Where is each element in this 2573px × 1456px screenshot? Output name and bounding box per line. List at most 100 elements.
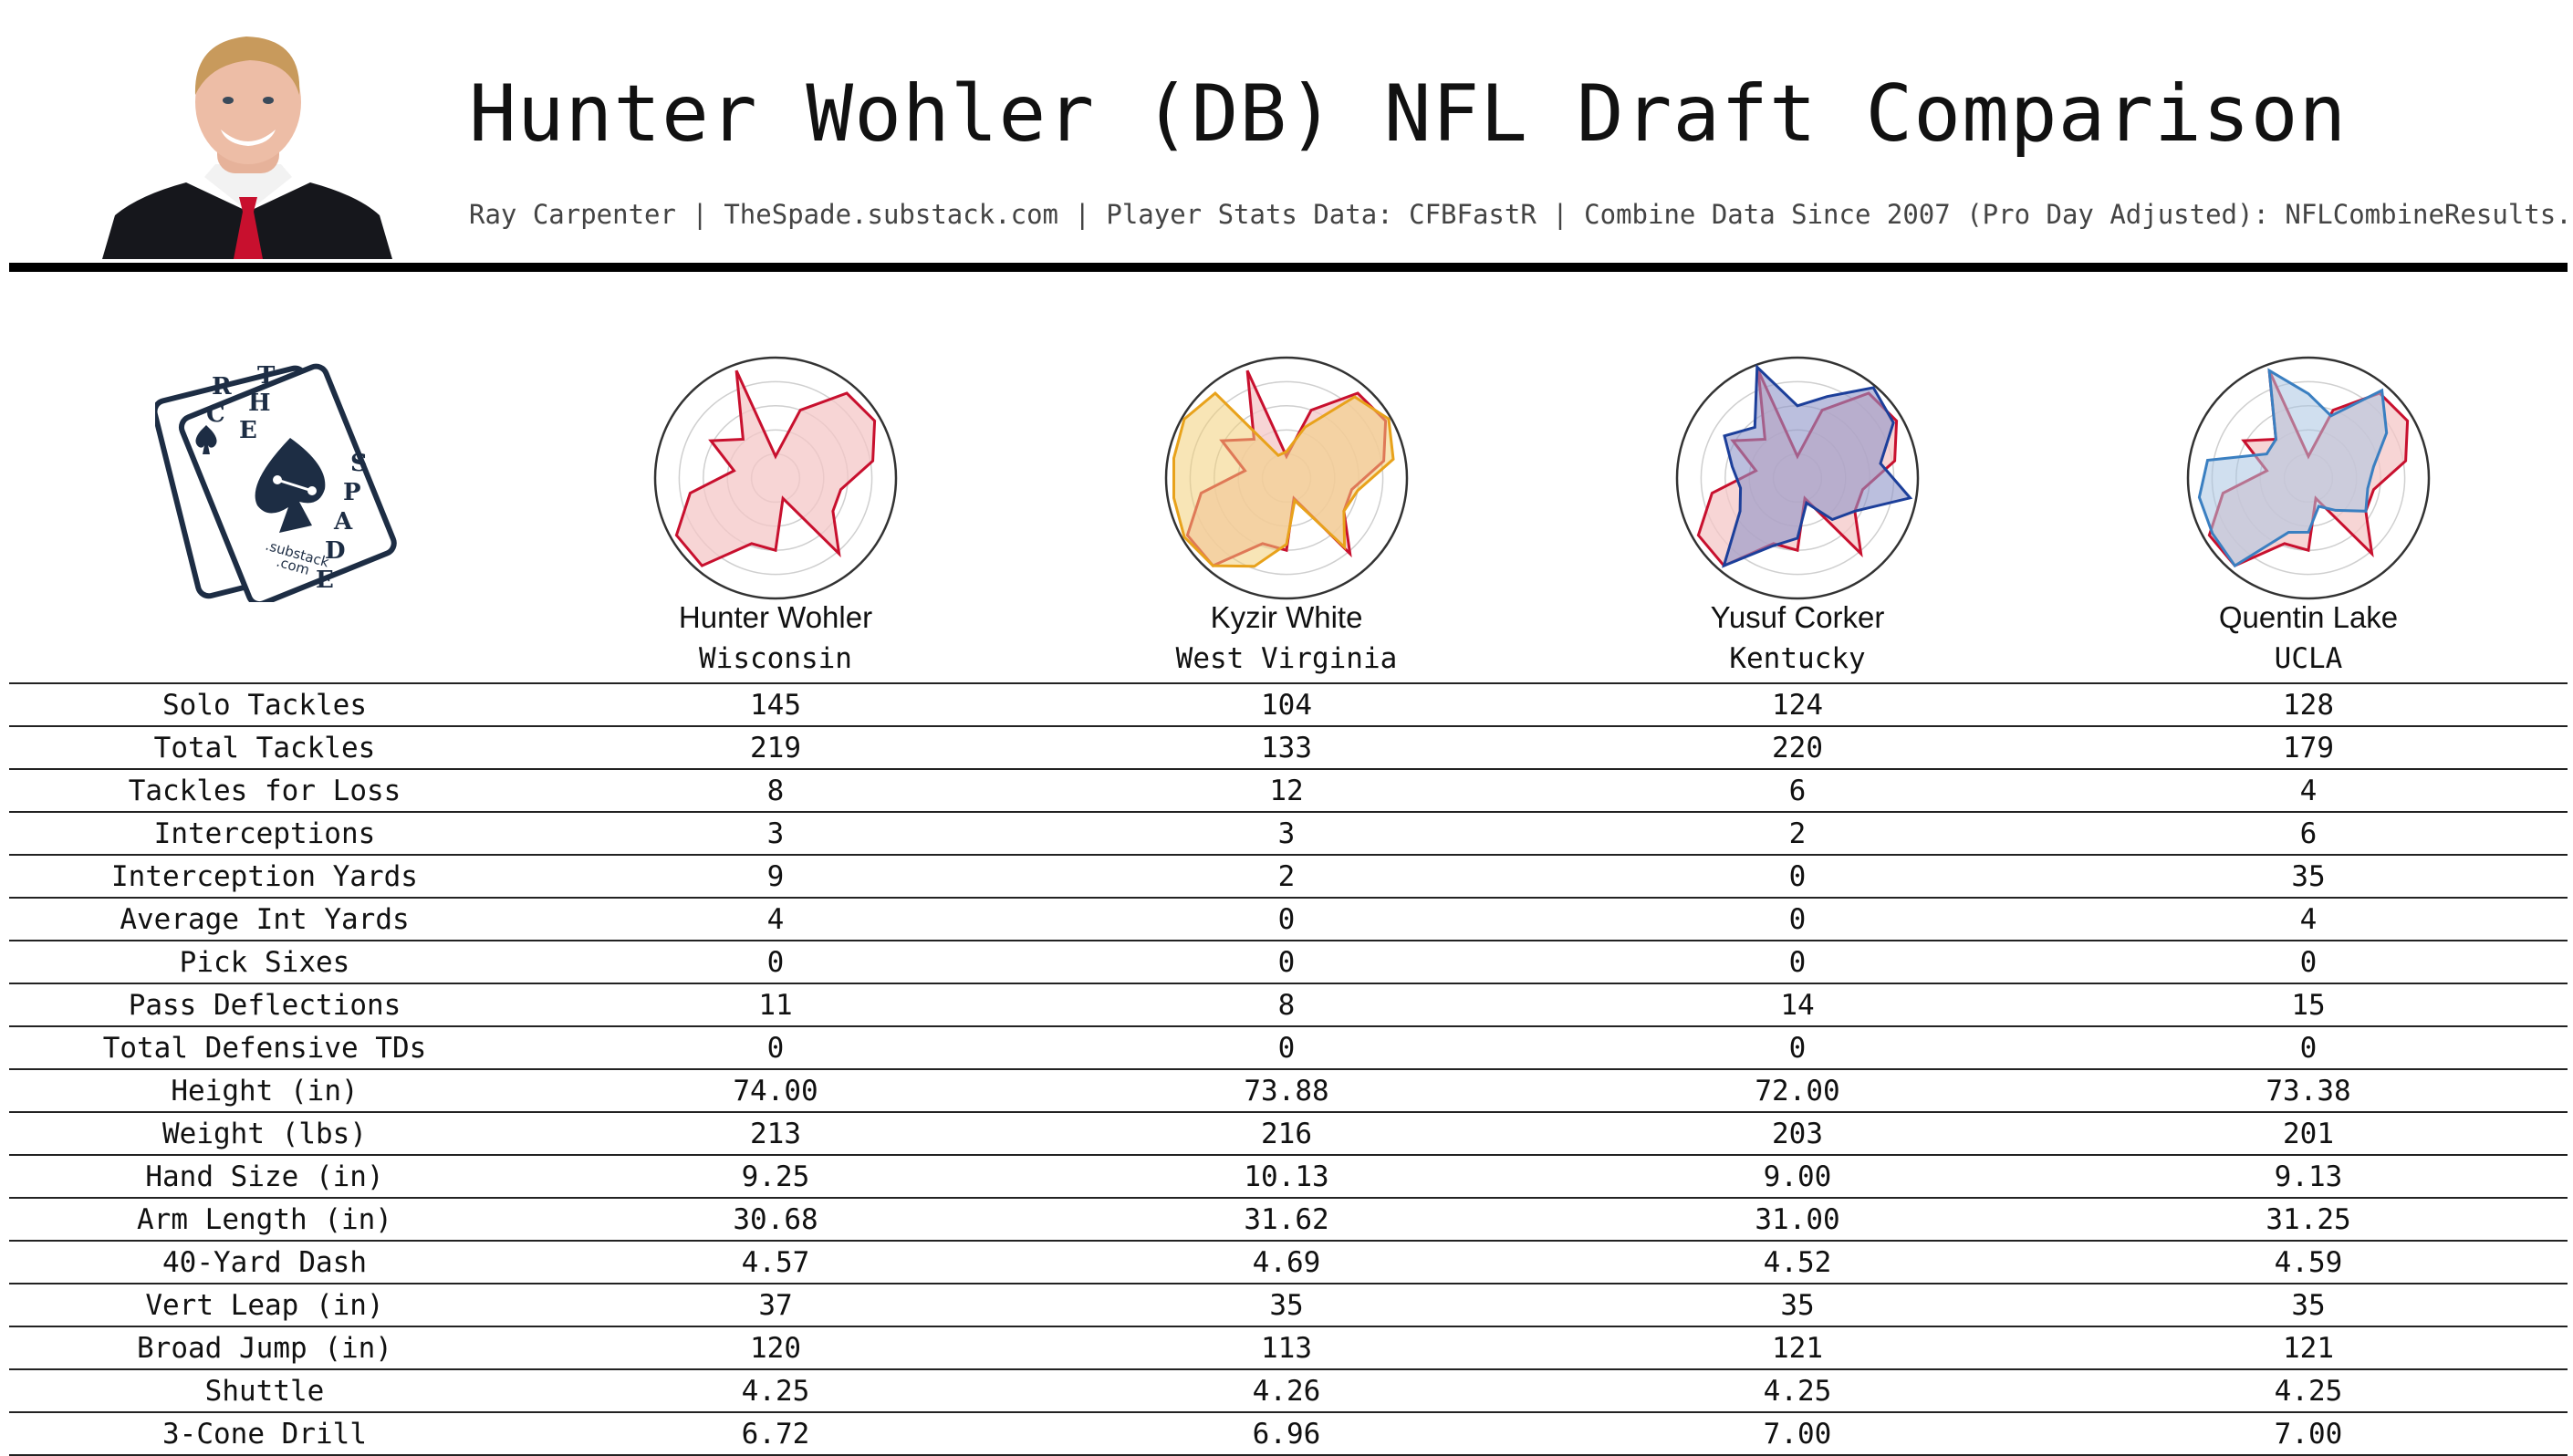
- radar-gridline: [678, 380, 873, 576]
- stat-label: Average Int Yards: [120, 903, 410, 936]
- stat-value: 120: [750, 1332, 801, 1365]
- stat-value: 0: [1277, 1032, 1296, 1065]
- stat-value: 3: [766, 817, 785, 850]
- radar-gridline: [2186, 356, 2431, 600]
- radar-gridline: [1261, 452, 1312, 504]
- stat-label: Pick Sixes: [179, 946, 350, 979]
- stat-value: 6.96: [1252, 1418, 1321, 1451]
- stat-value: 219: [750, 732, 801, 764]
- stat-value: 0: [1277, 903, 1296, 936]
- stat-value: 0: [766, 1032, 785, 1065]
- stat-value: 4.52: [1763, 1246, 1832, 1279]
- stat-label: Weight (lbs): [162, 1118, 367, 1150]
- radar-comparison-series: [2197, 368, 2389, 568]
- player-photo: [102, 36, 392, 259]
- stat-value: 3: [1277, 817, 1296, 850]
- radar-gridline: [2211, 380, 2406, 576]
- stat-value: 10.13: [1244, 1160, 1329, 1193]
- stat-label: Arm Length (in): [137, 1203, 392, 1236]
- radar-gridline: [2235, 405, 2381, 551]
- stat-value: 73.38: [2266, 1075, 2351, 1108]
- stat-value: 213: [750, 1118, 801, 1150]
- logo-letter: H: [248, 390, 271, 417]
- table-row: Arm Length (in) 30.68 31.62 31.00 31.25: [9, 1197, 2568, 1240]
- stat-value: 203: [1772, 1118, 1823, 1150]
- table-row: Broad Jump (in) 120 113 121 121: [9, 1326, 2568, 1368]
- radar-comparison-series: [1722, 364, 1913, 568]
- radar-gridline: [1189, 380, 1384, 576]
- stat-value: 12: [1269, 775, 1304, 807]
- stat-value: 104: [1261, 689, 1312, 722]
- table-row: Vert Leap (in) 37 35 35 35: [9, 1283, 2568, 1326]
- radar-gridline: [1700, 380, 1895, 576]
- stat-value: 0: [1788, 903, 1807, 936]
- stat-value: 4.25: [2274, 1375, 2343, 1408]
- stat-label: Interception Yards: [111, 860, 418, 893]
- table-row: Tackles for Loss 8 12 6 4: [9, 768, 2568, 811]
- table-row: Hand Size (in) 9.25 10.13 9.00 9.13: [9, 1154, 2568, 1197]
- header-divider: [9, 263, 2568, 272]
- player-school-3: Kentucky: [1729, 642, 1866, 675]
- stat-value: 31.25: [2266, 1203, 2351, 1236]
- radar-gridline: [750, 452, 801, 504]
- stat-value: 6: [1788, 775, 1807, 807]
- stat-value: 0: [1788, 860, 1807, 893]
- stat-value: 128: [2283, 689, 2334, 722]
- stat-label: Hand Size (in): [145, 1160, 384, 1193]
- logo-letter: A: [333, 508, 353, 536]
- table-row: Total Tackles 219 133 220 179: [9, 725, 2568, 768]
- stat-value: 9: [766, 860, 785, 893]
- stat-value: 220: [1772, 732, 1823, 764]
- stat-label: Total Tackles: [153, 732, 376, 764]
- player-name-3: Yusuf Corker: [1710, 600, 1885, 634]
- stat-value: 4: [2299, 903, 2318, 936]
- stat-label: Interceptions: [153, 817, 376, 850]
- stat-value: 0: [1788, 946, 1807, 979]
- stat-value: 74.00: [733, 1075, 818, 1108]
- stat-label: Broad Jump (in): [137, 1332, 392, 1365]
- table-row: Pick Sixes 0 0 0 0: [9, 940, 2568, 983]
- stats-table: Solo Tackles 145 104 124 128 Total Tackles 219…: [9, 682, 2568, 1456]
- radar-base-series: [674, 369, 877, 567]
- logo-letter: E: [316, 567, 334, 594]
- table-row: Interception Yards 9 2 0 35: [9, 854, 2568, 897]
- stat-label: Height (in): [171, 1075, 359, 1108]
- stat-value: 0: [766, 946, 785, 979]
- stat-value: 2: [1277, 860, 1296, 893]
- logo-letter: R: [212, 373, 232, 400]
- player-school-1: Wisconsin: [699, 642, 852, 675]
- stat-label: Solo Tackles: [162, 689, 367, 722]
- logo-letter: D: [325, 537, 346, 565]
- player-school-4: UCLA: [2274, 642, 2343, 675]
- stat-value: 4.69: [1252, 1246, 1321, 1279]
- stat-value: 31.62: [1244, 1203, 1329, 1236]
- stat-value: 11: [758, 989, 793, 1022]
- stat-value: 73.88: [1244, 1075, 1329, 1108]
- radar-base-series: [1696, 369, 1899, 567]
- player-name-4: Quentin Lake: [2218, 600, 2399, 634]
- stat-label: Pass Deflections: [128, 989, 401, 1022]
- stat-value: 0: [1788, 1032, 1807, 1065]
- stat-value: 35: [2291, 860, 2326, 893]
- stat-label: Shuttle: [204, 1375, 325, 1408]
- table-row: Total Defensive TDs 0 0 0 0: [9, 1025, 2568, 1068]
- radar-gridline: [726, 429, 825, 527]
- radar-comparison-series: [1172, 390, 1395, 568]
- radar-base-series: [2207, 369, 2410, 567]
- page-title: Hunter Wohler (DB) NFL Draft Comparison: [469, 68, 2348, 160]
- stat-value: 216: [1261, 1118, 1312, 1150]
- stat-value: 8: [1277, 989, 1296, 1022]
- page-subtitle: Ray Carpenter | TheSpade.substack.com | …: [469, 199, 2573, 230]
- stat-value: 35: [2291, 1289, 2326, 1322]
- table-row: 3-Cone Drill 6.72 6.96 7.00 7.00: [9, 1411, 2568, 1456]
- stat-value: 6.72: [741, 1418, 810, 1451]
- stat-value: 9.13: [2274, 1160, 2343, 1193]
- radar-gridline: [1164, 356, 1409, 600]
- table-row: 40-Yard Dash 4.57 4.69 4.52 4.59: [9, 1240, 2568, 1283]
- logo-letter: E: [239, 417, 257, 444]
- radar-gridline: [2283, 452, 2334, 504]
- stat-value: 9.25: [741, 1160, 810, 1193]
- stat-value: 4.26: [1252, 1375, 1321, 1408]
- stat-value: 9.00: [1763, 1160, 1832, 1193]
- player-school-2: West Virginia: [1175, 642, 1398, 675]
